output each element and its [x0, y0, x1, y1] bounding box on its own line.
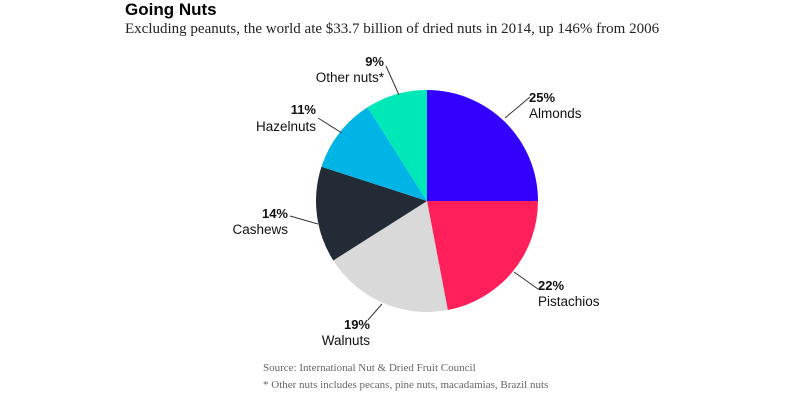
- slice-category-label: Pistachios: [538, 294, 600, 309]
- slice-category-label: Almonds: [529, 106, 582, 121]
- slice-percent-label: 11%: [291, 102, 317, 117]
- chart-title: Going Nuts: [125, 0, 217, 19]
- chart-subtitle: Excluding peanuts, the world ate $33.7 b…: [125, 21, 660, 37]
- slice-percent-label: 9%: [365, 54, 384, 69]
- pie-slice-pistachios: [427, 201, 538, 311]
- pie-slice-walnuts: [333, 201, 448, 312]
- leader-line: [367, 303, 383, 321]
- pie-slice-other-nuts: [367, 90, 427, 201]
- leader-lines: [289, 65, 539, 321]
- slice-category-label: Walnuts: [322, 333, 371, 348]
- leader-line: [289, 215, 319, 225]
- pie-slice-hazelnuts: [321, 107, 427, 201]
- leader-line: [317, 117, 343, 134]
- slice-labels: 25%Almonds 22%Pistachios 19%Walnuts 14%Cash…: [232, 54, 599, 348]
- pie-slices: [316, 90, 538, 312]
- slice-percent-label: 14%: [262, 206, 288, 221]
- slice-category-label: Cashews: [232, 222, 288, 237]
- source-note: Source: International Nut & Dried Fruit …: [263, 362, 476, 374]
- leader-line: [385, 65, 400, 96]
- leader-line: [513, 271, 539, 290]
- pie-slice-cashews: [316, 166, 427, 261]
- slice-category-label: Hazelnuts: [256, 119, 316, 134]
- slice-percent-label: 19%: [344, 317, 370, 332]
- slice-percent-label: 25%: [529, 90, 555, 105]
- footnote: * Other nuts includes pecans, pine nuts,…: [263, 379, 549, 391]
- leader-line: [504, 96, 531, 119]
- slice-category-label: Other nuts*: [316, 70, 385, 85]
- pie-slice-almonds: [427, 90, 538, 201]
- slice-percent-label: 22%: [538, 278, 564, 293]
